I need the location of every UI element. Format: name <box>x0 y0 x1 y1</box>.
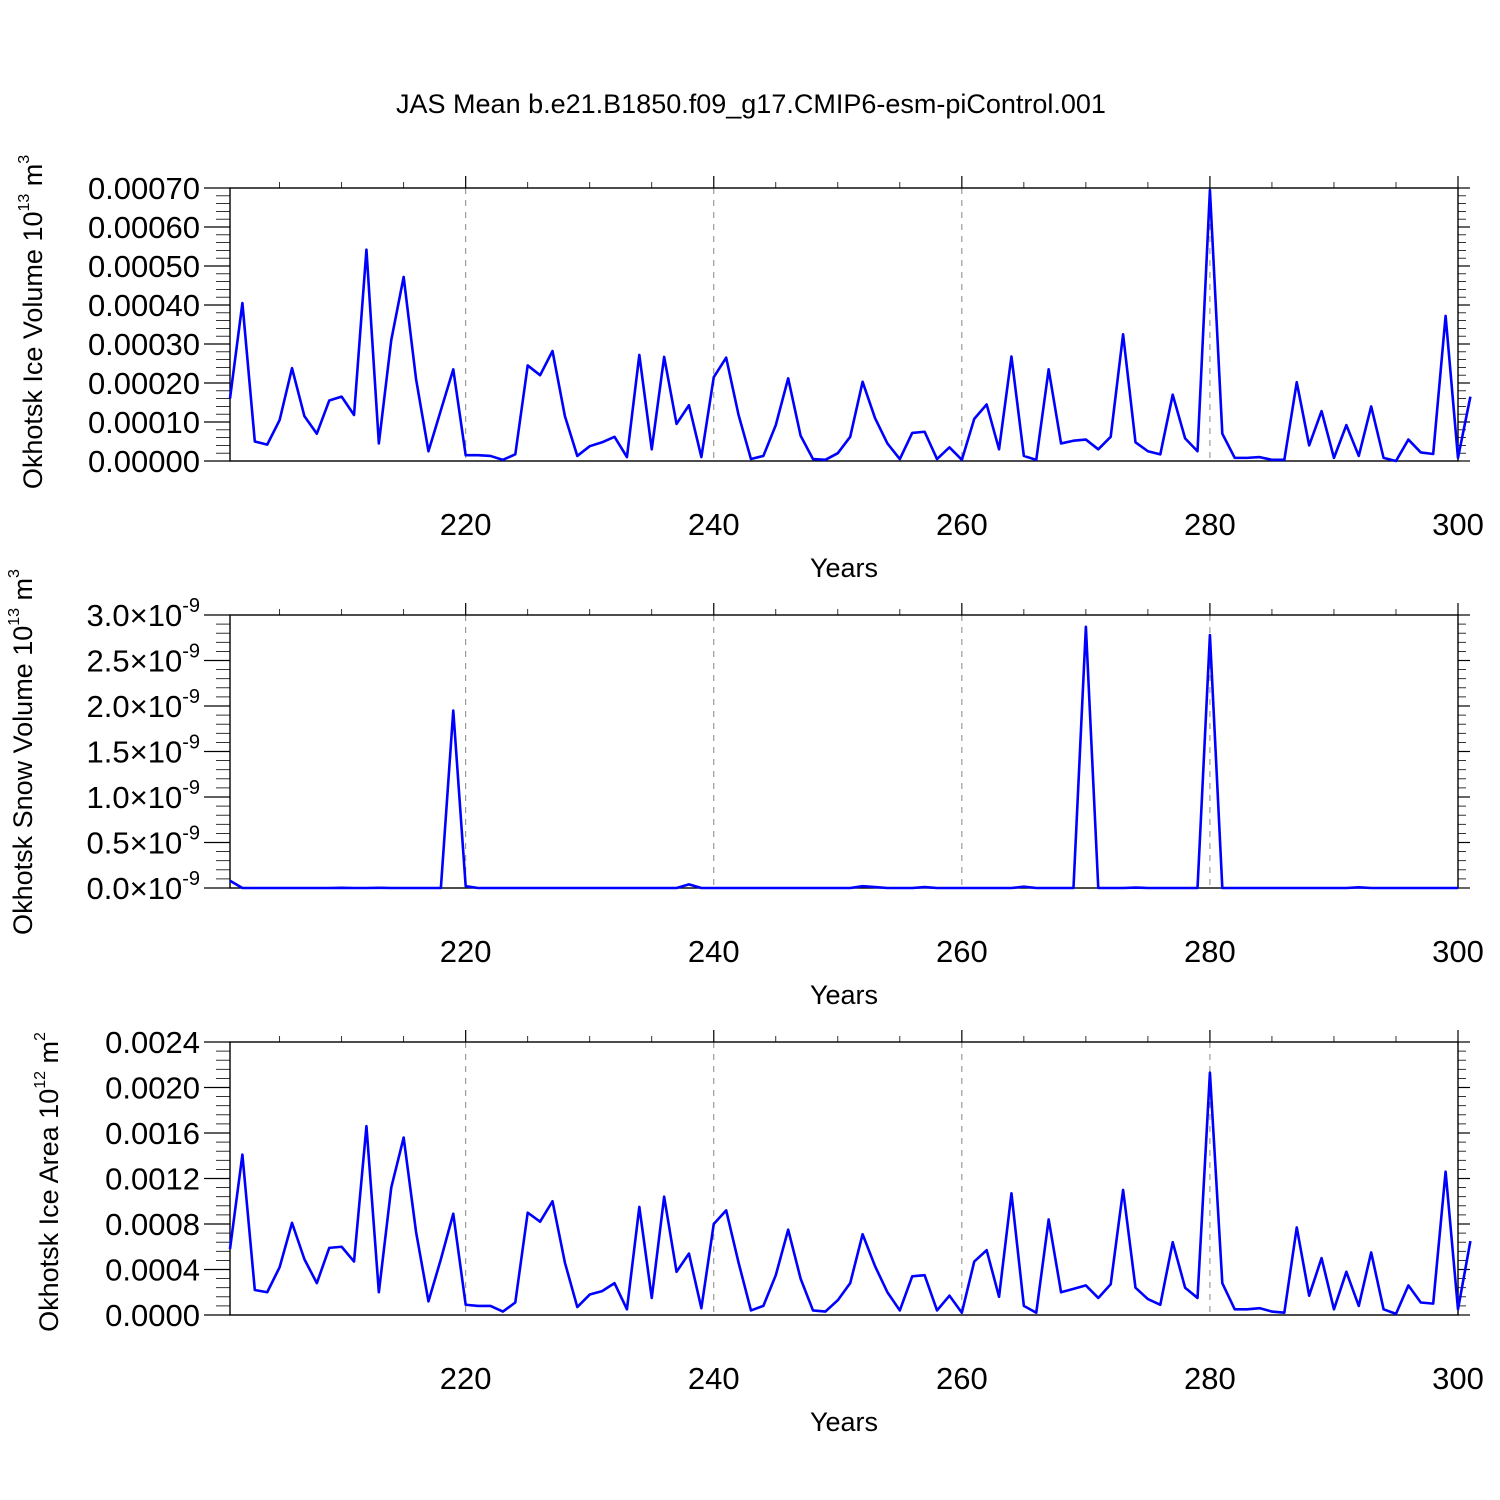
x-tick-label: 240 <box>688 507 740 542</box>
x-tick-label: 220 <box>440 507 492 542</box>
y-tick-value: 2.0 <box>87 689 130 724</box>
y-tick-label: 0.00040 <box>88 288 200 323</box>
series-line-ice-volume <box>228 188 1472 463</box>
y-tick-value: 0.00000 <box>88 444 200 479</box>
y-tick-exponent: -9 <box>182 732 200 754</box>
y-tick-label: 0.0020 <box>105 1071 200 1106</box>
y-tick-label: 0.0004 <box>105 1253 200 1288</box>
y-tick-value: 0.0000 <box>105 1298 200 1333</box>
x-tick-label: 300 <box>1432 934 1484 969</box>
xlabel-ice-area: Years <box>810 1407 878 1437</box>
y-tick-value: 0.00050 <box>88 249 200 284</box>
ylabel-snow-volume: Okhotsk Snow Volume 1013 m3 <box>6 569 38 935</box>
y-tick-exponent: -9 <box>182 777 200 799</box>
y-tick-value: 0.00010 <box>88 405 200 440</box>
y-tick-value: 0.0024 <box>105 1025 200 1060</box>
y-tick-value: 0.0004 <box>105 1253 200 1288</box>
y-tick-suffix: ×10 <box>130 871 183 906</box>
y-tick-label: 0.5×10-9 <box>87 823 201 861</box>
y-tick-label: 0.00060 <box>88 210 200 245</box>
y-tick-label: 0.0000 <box>105 1298 200 1333</box>
y-tick-label: 0.00010 <box>88 405 200 440</box>
x-tick-label: 220 <box>440 934 492 969</box>
y-tick-label: 2.0×10-9 <box>87 686 201 724</box>
y-tick-exponent: -9 <box>182 686 200 708</box>
y-tick-label: 0.0008 <box>105 1207 200 1242</box>
xlabel-ice-volume: Years <box>810 553 878 583</box>
y-tick-suffix: ×10 <box>130 689 183 724</box>
y-tick-value: 0.0008 <box>105 1207 200 1242</box>
y-tick-exponent: -9 <box>182 823 200 845</box>
y-tick-suffix: ×10 <box>130 735 183 770</box>
y-tick-value: 0.00030 <box>88 327 200 362</box>
panel-ice-volume: Okhotsk Ice Volume 1013 m3 Years 0.00000… <box>16 155 1484 583</box>
y-tick-value: 3.0 <box>87 598 130 633</box>
y-tick-label: 0.0024 <box>105 1025 200 1060</box>
y-tick-value: 0.00020 <box>88 366 200 401</box>
series-line-ice-area <box>228 1071 1472 1316</box>
x-tick-label: 240 <box>688 1361 740 1396</box>
x-tick-label: 260 <box>936 1361 988 1396</box>
x-tick-label: 300 <box>1432 1361 1484 1396</box>
y-tick-exponent: -9 <box>182 595 200 617</box>
plot-frame <box>229 1041 1459 1316</box>
panel-snow-volume: Okhotsk Snow Volume 1013 m3 Years 0.0×10… <box>6 569 1484 1010</box>
x-tick-label: 280 <box>1184 934 1236 969</box>
y-tick-label: 2.5×10-9 <box>87 641 201 679</box>
y-tick-label: 0.00000 <box>88 444 200 479</box>
series-line-snow-volume <box>229 625 1458 890</box>
y-tick-value: 0.0 <box>87 871 130 906</box>
y-tick-label: 1.5×10-9 <box>87 732 201 770</box>
y-tick-value: 0.00040 <box>88 288 200 323</box>
plot-frame <box>229 614 1459 889</box>
y-tick-suffix: ×10 <box>130 598 183 633</box>
x-tick-label: 300 <box>1432 507 1484 542</box>
y-tick-label: 0.0016 <box>105 1116 200 1151</box>
plot-frame <box>229 187 1459 462</box>
x-tick-label: 220 <box>440 1361 492 1396</box>
y-tick-exponent: -9 <box>182 641 200 663</box>
y-tick-label: 0.00050 <box>88 249 200 284</box>
panel-ice-area: Okhotsk Ice Area 1012 m2 Years 0.0000 0.0… <box>32 1025 1484 1437</box>
x-tick-label: 260 <box>936 934 988 969</box>
y-tick-label: 0.0×10-9 <box>87 868 201 906</box>
y-tick-value: 0.00060 <box>88 210 200 245</box>
y-tick-label: 0.00070 <box>88 171 200 206</box>
y-tick-suffix: ×10 <box>130 826 183 861</box>
y-tick-value: 1.5 <box>87 735 130 770</box>
x-tick-label: 280 <box>1184 1361 1236 1396</box>
ylabel-ice-area: Okhotsk Ice Area 1012 m2 <box>32 1032 64 1332</box>
y-tick-value: 0.5 <box>87 826 130 861</box>
y-tick-value: 0.0016 <box>105 1116 200 1151</box>
y-tick-value: 1.0 <box>87 780 130 815</box>
y-tick-exponent: -9 <box>182 868 200 890</box>
x-tick-label: 260 <box>936 507 988 542</box>
ylabel-ice-volume: Okhotsk Ice Volume 1013 m3 <box>16 155 48 489</box>
xlabel-snow-volume: Years <box>810 980 878 1010</box>
y-tick-value: 0.0020 <box>105 1071 200 1106</box>
y-tick-value: 0.00070 <box>88 171 200 206</box>
chart-title: JAS Mean b.e21.B1850.f09_g17.CMIP6-esm-p… <box>396 89 1106 119</box>
x-tick-label: 280 <box>1184 507 1236 542</box>
y-tick-value: 2.5 <box>87 644 130 679</box>
y-tick-label: 0.0012 <box>105 1162 200 1197</box>
y-tick-suffix: ×10 <box>130 644 183 679</box>
x-tick-label: 240 <box>688 934 740 969</box>
y-tick-label: 3.0×10-9 <box>87 595 201 633</box>
y-tick-suffix: ×10 <box>130 780 183 815</box>
y-tick-label: 1.0×10-9 <box>87 777 201 815</box>
y-tick-label: 0.00030 <box>88 327 200 362</box>
y-tick-value: 0.0012 <box>105 1162 200 1197</box>
y-tick-label: 0.00020 <box>88 366 200 401</box>
